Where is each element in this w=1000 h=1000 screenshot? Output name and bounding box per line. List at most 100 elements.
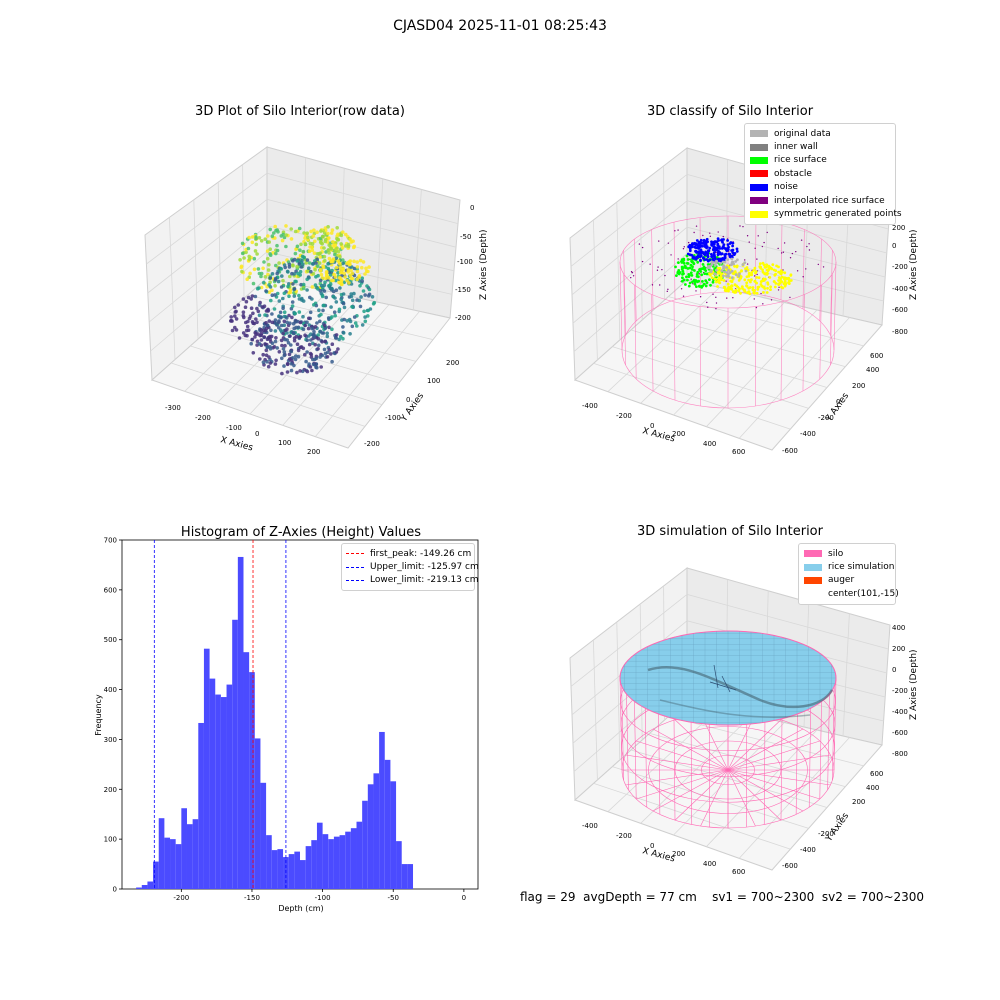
- raw-point: [286, 284, 290, 289]
- classified-point: [680, 260, 683, 263]
- raw-point: [260, 305, 264, 309]
- raw-point: [299, 282, 303, 287]
- raw-point: [253, 294, 258, 299]
- classified-point: [733, 252, 737, 255]
- classified-point: [727, 268, 730, 272]
- raw-point: [322, 289, 327, 293]
- classified-point: [720, 238, 723, 242]
- raw-point: [337, 337, 341, 342]
- classified-point: [728, 252, 732, 256]
- classified-point: [730, 249, 733, 252]
- classified-point: [716, 237, 720, 241]
- raw-point: [282, 319, 287, 324]
- legend-entry-rice-simulation: rice simulation: [804, 560, 894, 573]
- cls-ztick: 0: [892, 242, 896, 250]
- sim-ytick: 400: [866, 784, 879, 792]
- classified-point: [720, 278, 723, 282]
- legend-swatch: [804, 563, 822, 571]
- silo-wire: [763, 722, 766, 825]
- histogram-bar: [362, 800, 368, 889]
- interpolated-point: [664, 274, 666, 277]
- raw-point: [298, 334, 303, 339]
- raw-point: [318, 329, 323, 334]
- raw-point: [283, 343, 287, 348]
- interpolated-point: [756, 273, 758, 276]
- raw-point: [251, 351, 256, 355]
- raw-point: [323, 239, 328, 244]
- histogram-bar: [316, 822, 323, 889]
- raw-point: [256, 309, 261, 314]
- raw-point: [288, 274, 292, 279]
- grid-line: [686, 200, 887, 254]
- interpolated-point: [649, 263, 651, 265]
- raw-point: [273, 339, 278, 344]
- raw-point: [289, 237, 294, 241]
- raw-point: [301, 327, 306, 331]
- raw-point: [237, 336, 242, 340]
- raw-point: [317, 261, 322, 265]
- raw-point: [305, 320, 309, 324]
- classified-point: [696, 245, 700, 249]
- classified-point: [739, 276, 743, 280]
- histogram-bar: [153, 861, 159, 889]
- interpolated-point: [683, 246, 685, 248]
- raw-point: [335, 246, 339, 250]
- raw-point: [320, 353, 325, 358]
- raw-point: [306, 235, 310, 240]
- classified-point: [708, 246, 712, 250]
- raw-point: [263, 275, 268, 279]
- classified-point: [712, 255, 716, 258]
- raw-ztick: -100: [457, 258, 473, 266]
- raw-point: [336, 249, 341, 254]
- raw-point: [294, 247, 298, 252]
- raw-point: [279, 323, 284, 328]
- classify-legend: original data inner wall rice surface ob…: [744, 123, 902, 225]
- raw-point: [280, 343, 284, 348]
- classified-point: [675, 274, 678, 277]
- classified-point: [706, 254, 710, 257]
- classified-point: [702, 282, 706, 286]
- raw-point: [249, 341, 253, 346]
- grid-line: [593, 639, 598, 781]
- classified-point: [704, 242, 708, 246]
- raw-point: [332, 272, 337, 277]
- raw-point: [284, 244, 288, 249]
- raw-point: [287, 265, 292, 269]
- raw-point: [282, 291, 287, 296]
- raw-point: [307, 249, 312, 254]
- cls-ytick: 600: [870, 352, 883, 360]
- raw-point: [247, 254, 251, 259]
- y-tick-label: 100: [104, 836, 117, 844]
- classified-point: [690, 268, 694, 271]
- raw-point: [265, 337, 270, 341]
- histogram-bar: [384, 759, 391, 889]
- raw-point: [253, 335, 257, 339]
- cls-ztick: -400: [892, 285, 908, 293]
- interpolated-point: [760, 292, 762, 295]
- classified-point: [773, 280, 776, 283]
- raw-point: [289, 349, 293, 354]
- raw-point: [363, 315, 367, 319]
- classified-point: [703, 258, 707, 261]
- classified-point: [733, 264, 736, 268]
- interpolated-point: [670, 254, 672, 256]
- classified-point: [766, 286, 769, 290]
- legend-entry-obstacle: obstacle: [750, 167, 890, 180]
- classified-point: [777, 270, 780, 274]
- sim-zlabel: Z Axies (Depth): [909, 649, 919, 720]
- silo-spoke: [636, 740, 729, 771]
- sim-ztick: -800: [892, 750, 908, 758]
- classified-point: [710, 263, 714, 267]
- raw-point: [283, 265, 287, 270]
- sim-ztick: -400: [892, 708, 908, 716]
- classified-point: [759, 266, 763, 270]
- classified-point: [712, 261, 716, 264]
- raw-point: [348, 237, 352, 241]
- raw-point: [309, 229, 313, 234]
- legend-swatch: [750, 130, 768, 138]
- classified-point: [698, 240, 702, 244]
- classified-point: [737, 279, 741, 282]
- raw-point: [360, 276, 364, 280]
- raw-point: [261, 352, 265, 357]
- classified-point: [756, 288, 760, 291]
